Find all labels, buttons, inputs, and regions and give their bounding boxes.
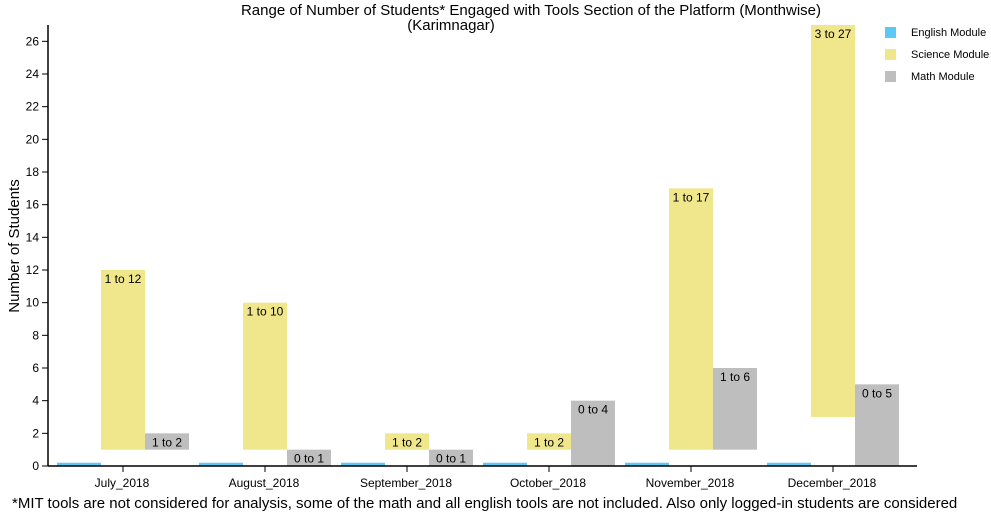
bar-label: 1 to 2 (152, 435, 182, 449)
x-tick-label: October_2018 (510, 476, 586, 490)
bar-science-module-october_2018 (527, 433, 571, 450)
legend-label: Science Module (911, 49, 989, 61)
y-tick-label: 20 (26, 132, 40, 146)
y-tick-label: 4 (32, 394, 39, 408)
bar-math-module-july_2018 (145, 433, 189, 450)
bar-label: 0 to 4 (578, 403, 608, 417)
legend: English Module Science Module Math Module (885, 27, 989, 83)
bar-science-module-november_2018 (669, 188, 713, 450)
x-tick-label: July_2018 (95, 476, 150, 490)
x-tick-label: November_2018 (646, 476, 735, 490)
bar-science-module-july_2018 (101, 270, 145, 450)
legend-label: Math Module (911, 71, 975, 83)
bars-layer (57, 25, 899, 466)
y-tick-label: 10 (26, 296, 40, 310)
bar-science-module-september_2018 (385, 433, 429, 450)
bar-math-module-october_2018 (571, 400, 615, 466)
footnote: *MIT tools are not considered for analys… (12, 495, 958, 512)
bar-math-module-november_2018 (713, 368, 757, 450)
bar-label: 1 to 12 (105, 272, 142, 286)
bar-english-module-october_2018 (483, 462, 527, 466)
bar-label: 0 to 1 (436, 452, 466, 466)
x-tick-label: September_2018 (360, 476, 452, 490)
legend-swatch (885, 49, 896, 60)
chart-subtitle: (Karimnagar) (407, 17, 495, 34)
bar-english-module-september_2018 (341, 462, 385, 466)
y-tick-label: 14 (26, 230, 40, 244)
y-tick-label: 22 (26, 100, 40, 114)
bar-label: 1 to 17 (673, 190, 710, 204)
y-tick-label: 24 (26, 67, 40, 81)
y-tick-label: 18 (26, 165, 40, 179)
legend-swatch (885, 71, 896, 82)
legend-swatch (885, 27, 896, 38)
bar-english-module-july_2018 (57, 462, 101, 466)
bar-label: 0 to 1 (294, 452, 324, 466)
bar-label: 1 to 6 (720, 370, 750, 384)
bar-math-module-september_2018 (429, 449, 473, 466)
bar-science-module-december_2018 (811, 25, 855, 417)
y-tick-label: 16 (26, 198, 40, 212)
bar-english-module-november_2018 (625, 462, 669, 466)
bar-labels-layer: 1 to 12 1 to 10 1 to 2 1 to 2 1 to 17 3 to 27… (105, 27, 893, 466)
bar-science-module-august_2018 (243, 302, 287, 450)
bar-english-module-december_2018 (767, 462, 811, 466)
chart-title: Range of Number of Students* Engaged wit… (241, 2, 821, 19)
bar-math-module-august_2018 (287, 449, 331, 466)
legend-label: English Module (911, 27, 986, 39)
y-axis-label: Number of Students (6, 179, 23, 312)
bar-math-module-december_2018 (855, 384, 899, 466)
bar-english-module-august_2018 (199, 462, 243, 466)
bar-label: 1 to 2 (534, 435, 564, 449)
x-tick-label: August_2018 (229, 476, 300, 490)
bar-label: 1 to 10 (247, 305, 284, 319)
bar-label: 1 to 2 (392, 435, 422, 449)
x-tick-label: December_2018 (788, 476, 877, 490)
bar-label: 0 to 5 (862, 386, 892, 400)
y-tick-label: 26 (26, 34, 40, 48)
bar-label: 3 to 27 (815, 27, 852, 41)
y-tick-label: 6 (32, 361, 39, 375)
y-tick-label: 2 (32, 426, 39, 440)
y-tick-label: 8 (32, 328, 39, 342)
y-tick-label: 0 (32, 459, 39, 473)
y-tick-label: 12 (26, 263, 40, 277)
